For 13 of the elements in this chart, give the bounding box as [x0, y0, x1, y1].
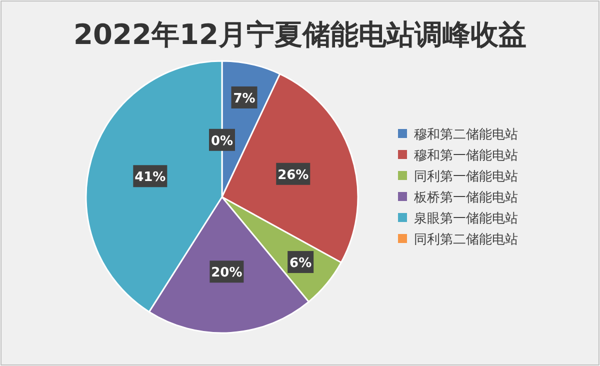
legend-label: 同利第一储能电站 [414, 170, 518, 184]
legend-label: 穆和第一储能电站 [414, 148, 518, 164]
legend-label: 泉眼第一储能电站 [414, 212, 518, 226]
legend-label: 同利第二储能电站 [414, 232, 518, 248]
data-label: 26% [278, 168, 309, 183]
data-label: 41% [134, 170, 166, 186]
data-label: 6% [290, 256, 312, 272]
chart-title: 2022年12月宁夏储能电站调峰收益 [74, 18, 526, 51]
data-label: 20% [211, 266, 242, 281]
text: 0% [210, 134, 234, 149]
data-label: 7% [233, 91, 256, 106]
legend-label: 板桥第一储能电站 [413, 190, 518, 206]
legend-label: 穆和第二储能电站 [414, 128, 518, 142]
